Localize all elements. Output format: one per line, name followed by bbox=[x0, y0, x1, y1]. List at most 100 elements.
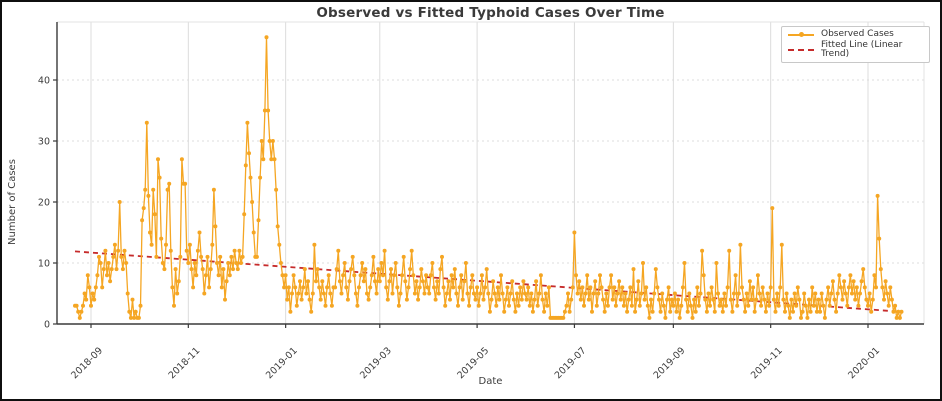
observed-marker bbox=[775, 291, 780, 296]
observed-marker bbox=[819, 291, 824, 296]
observed-marker bbox=[802, 291, 807, 296]
observed-marker bbox=[299, 297, 304, 302]
observed-marker bbox=[810, 285, 815, 290]
observed-marker bbox=[291, 273, 296, 278]
observed-marker bbox=[400, 273, 405, 278]
observed-marker bbox=[224, 279, 229, 284]
observed-marker bbox=[74, 303, 79, 308]
observed-marker bbox=[530, 309, 535, 314]
observed-marker bbox=[744, 291, 749, 296]
observed-marker bbox=[310, 291, 315, 296]
x-tick-label: 2019-09 bbox=[652, 345, 688, 381]
observed-marker bbox=[602, 309, 607, 314]
observed-marker bbox=[344, 285, 349, 290]
observed-marker bbox=[97, 254, 101, 259]
observed-marker bbox=[377, 279, 382, 284]
observed-marker bbox=[406, 285, 411, 290]
observed-marker bbox=[811, 303, 816, 308]
observed-marker bbox=[688, 303, 693, 308]
observed-marker bbox=[195, 248, 200, 253]
observed-marker bbox=[701, 273, 706, 278]
observed-marker bbox=[891, 309, 896, 314]
x-axis-label: Date bbox=[478, 376, 503, 387]
observed-marker bbox=[298, 279, 302, 284]
observed-marker bbox=[312, 242, 317, 247]
observed-marker bbox=[168, 248, 173, 253]
observed-marker bbox=[93, 285, 98, 290]
observed-marker bbox=[757, 291, 762, 296]
observed-marker bbox=[668, 309, 673, 314]
observed-marker bbox=[882, 297, 886, 302]
observed-marker bbox=[159, 236, 164, 241]
observed-marker bbox=[112, 242, 117, 247]
observed-marker bbox=[717, 303, 722, 308]
observed-marker bbox=[462, 279, 467, 284]
observed-marker bbox=[830, 279, 835, 284]
observed-marker bbox=[693, 309, 698, 314]
observed-marker bbox=[290, 291, 294, 296]
observed-marker bbox=[682, 261, 687, 265]
observed-marker bbox=[365, 291, 369, 296]
y-tick-label: 10 bbox=[38, 259, 50, 270]
observed-marker bbox=[456, 303, 460, 308]
observed-marker bbox=[738, 242, 743, 247]
observed-marker bbox=[767, 303, 772, 308]
observed-marker bbox=[846, 285, 851, 290]
observed-marker bbox=[350, 254, 355, 259]
observed-marker bbox=[329, 303, 334, 308]
legend-observed-label: Observed Cases bbox=[821, 29, 894, 40]
observed-marker bbox=[880, 285, 885, 290]
observed-marker bbox=[355, 303, 360, 308]
observed-marker bbox=[497, 297, 502, 302]
observed-marker bbox=[148, 230, 152, 235]
observed-marker bbox=[760, 285, 765, 290]
observed-marker bbox=[663, 315, 668, 320]
observed-marker bbox=[510, 279, 515, 284]
observed-marker bbox=[470, 273, 475, 278]
observed-marker bbox=[282, 285, 287, 290]
observed-marker bbox=[433, 297, 438, 302]
observed-marker bbox=[479, 273, 484, 278]
observed-marker bbox=[483, 285, 488, 290]
observed-marker bbox=[896, 309, 901, 314]
x-tick-label: 2018-09 bbox=[69, 345, 105, 381]
observed-marker bbox=[588, 285, 593, 290]
observed-marker bbox=[205, 254, 210, 259]
observed-marker bbox=[258, 175, 263, 180]
observed-marker bbox=[156, 157, 160, 162]
observed-marker bbox=[594, 303, 599, 308]
observed-marker bbox=[545, 303, 550, 308]
observed-marker bbox=[446, 279, 451, 284]
observed-marker bbox=[854, 285, 859, 290]
observed-marker bbox=[82, 291, 87, 296]
observed-marker bbox=[492, 291, 497, 296]
observed-marker bbox=[422, 291, 427, 296]
observed-marker bbox=[649, 297, 653, 302]
observed-marker bbox=[251, 230, 256, 235]
observed-marker bbox=[883, 279, 888, 284]
observed-marker bbox=[395, 285, 400, 290]
observed-marker bbox=[652, 291, 657, 296]
observed-marker bbox=[478, 291, 483, 296]
observed-marker bbox=[119, 254, 124, 259]
observed-marker bbox=[189, 267, 194, 272]
observed-marker bbox=[612, 285, 617, 290]
observed-marker bbox=[706, 291, 711, 296]
observed-marker bbox=[275, 224, 280, 229]
observed-marker bbox=[373, 279, 377, 284]
observed-marker bbox=[877, 236, 882, 241]
observed-marker bbox=[286, 285, 291, 290]
observed-marker bbox=[604, 291, 609, 296]
observed-marker bbox=[361, 279, 366, 284]
observed-marker bbox=[211, 187, 216, 192]
observed-marker bbox=[618, 297, 623, 302]
observed-marker bbox=[213, 224, 218, 229]
observed-marker bbox=[132, 315, 137, 320]
observed-marker bbox=[165, 187, 170, 192]
y-tick-label: 20 bbox=[38, 198, 50, 209]
observed-marker bbox=[247, 151, 251, 156]
observed-marker bbox=[888, 285, 893, 290]
observed-marker bbox=[577, 279, 582, 284]
observed-marker bbox=[735, 303, 740, 308]
observed-marker bbox=[76, 309, 81, 314]
